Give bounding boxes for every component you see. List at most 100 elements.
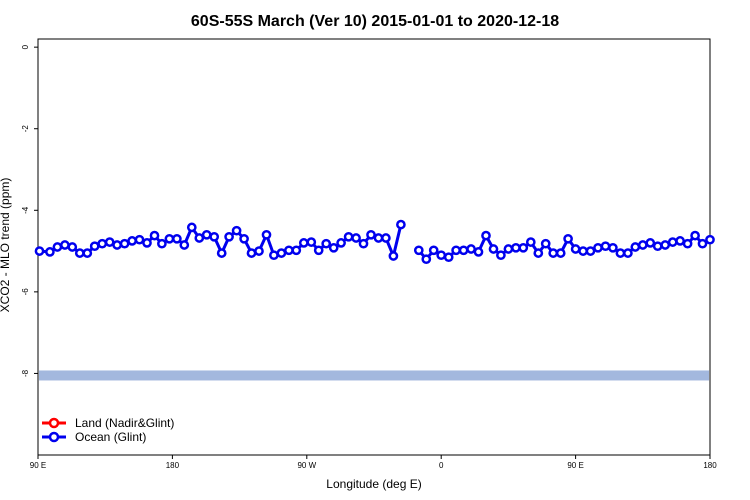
ocean-data-point [511, 242, 521, 253]
ocean-data-point [104, 237, 115, 247]
ocean-data-point [261, 229, 272, 240]
ocean-data-point [660, 240, 671, 250]
ocean-data-point [291, 245, 302, 256]
ocean-data-point [585, 246, 596, 256]
ocean-data-point [540, 238, 551, 249]
ocean-data-point [503, 244, 514, 254]
ocean-data-point [488, 244, 499, 254]
ocean-data-point [142, 238, 152, 248]
ocean-data-point [525, 237, 536, 247]
ocean-data-point [269, 250, 279, 261]
ocean-data-point [246, 248, 257, 258]
legend: Land (Nadir&Glint) Ocean (Glint) [42, 416, 174, 444]
ocean-data-point [149, 230, 160, 241]
ocean-data-point [119, 238, 130, 249]
ocean-data-point [381, 233, 391, 243]
ocean-data-point [593, 242, 603, 253]
legend-label-land: Land (Nadir&Glint) [75, 416, 174, 430]
ocean-data-point [481, 230, 491, 241]
ocean-data-point [466, 244, 476, 254]
x-axis: 90 E 180 90 W 0 90 E 180 [30, 455, 717, 470]
ocean-data-point [336, 238, 346, 248]
y-tick-label: 0 [21, 44, 30, 49]
ocean-data-point [157, 238, 167, 249]
ocean-data-point [443, 252, 454, 263]
x-tick-label: 90 E [30, 461, 46, 470]
ocean-data-point [276, 248, 287, 258]
ocean-data-point [690, 230, 700, 241]
legend-marker-ocean [48, 431, 60, 443]
ocean-data-point [358, 238, 369, 249]
reference-band-layer [39, 370, 709, 381]
ocean-data-point [52, 242, 63, 252]
ocean-data-point [239, 233, 249, 244]
chart-title: 60S-55S March (Ver 10) 2015-01-01 to 202… [191, 13, 559, 30]
ocean-data-point [284, 245, 294, 256]
y-tick-label: -8 [21, 369, 30, 377]
ocean-data-point [112, 240, 122, 250]
ocean-data-point [436, 250, 447, 261]
ocean-data-point [231, 225, 242, 236]
ocean-data-point [373, 233, 384, 243]
x-tick-label: 90 E [567, 461, 583, 470]
y-axis: 0 -2 -4 -6 -8 [21, 44, 38, 377]
ocean-data-point [667, 237, 678, 247]
x-tick-label: 180 [703, 461, 717, 470]
ocean-data-point [652, 241, 663, 252]
x-tick-label: 90 W [297, 461, 316, 470]
y-axis-label: XCO2 - MLO trend (ppm) [0, 178, 12, 313]
ocean-data-point [97, 238, 108, 249]
ocean-data-point [194, 233, 205, 243]
ocean-data-point [518, 242, 529, 253]
ocean-data-point [548, 248, 559, 258]
ocean-data-point [343, 231, 354, 242]
ocean-data-point [67, 242, 78, 252]
ocean-data-point [615, 248, 626, 258]
ocean-data-point [496, 250, 506, 261]
ocean-data-point [89, 241, 100, 252]
x-axis-label: Longitude (deg E) [326, 477, 421, 491]
ocean-data-point [164, 233, 175, 244]
ocean-data-point [209, 231, 220, 242]
ocean-data-point [60, 240, 70, 250]
ocean-data-point [201, 229, 212, 240]
ocean-data-point [428, 245, 439, 256]
ocean-data-point [216, 248, 227, 258]
ocean-data-point [600, 241, 611, 252]
ocean-data-point [306, 237, 317, 247]
ocean-data-point [645, 238, 656, 248]
ocean-data-point [172, 233, 182, 244]
ocean-data-point [321, 238, 332, 249]
ocean-data-point [186, 222, 197, 233]
ocean-data-point [570, 244, 581, 254]
ocean-data-point [388, 251, 399, 261]
ocean-data-point [608, 242, 618, 253]
ocean-data-point [396, 219, 406, 230]
ocean-data-point [351, 233, 361, 243]
ocean-data-point [366, 229, 376, 240]
ocean-data-point [298, 238, 309, 248]
ocean-data-point [623, 248, 633, 258]
ocean-data-point [421, 254, 432, 265]
ocean-data-point [313, 245, 324, 256]
ocean-data-point [682, 238, 693, 249]
x-tick-label: 0 [439, 461, 444, 470]
ocean-data-point [34, 246, 45, 256]
ocean-data-point [254, 246, 264, 256]
y-tick-label: -2 [21, 125, 30, 133]
ocean-data-point [451, 245, 461, 256]
ocean-data-point [697, 238, 708, 249]
y-tick-label: -4 [21, 206, 30, 214]
x-tick-label: 180 [166, 461, 180, 470]
ocean-data-point [555, 248, 566, 258]
ocean-data-point [328, 242, 339, 253]
ocean-data-point [413, 245, 424, 256]
ocean-data-point [533, 248, 544, 258]
ocean-data-point [578, 246, 588, 256]
ocean-data-point [224, 231, 234, 242]
series-layer [34, 219, 715, 265]
legend-label-ocean: Ocean (Glint) [75, 430, 146, 444]
ocean-data-point [45, 247, 55, 257]
ocean-data-point [705, 234, 715, 245]
